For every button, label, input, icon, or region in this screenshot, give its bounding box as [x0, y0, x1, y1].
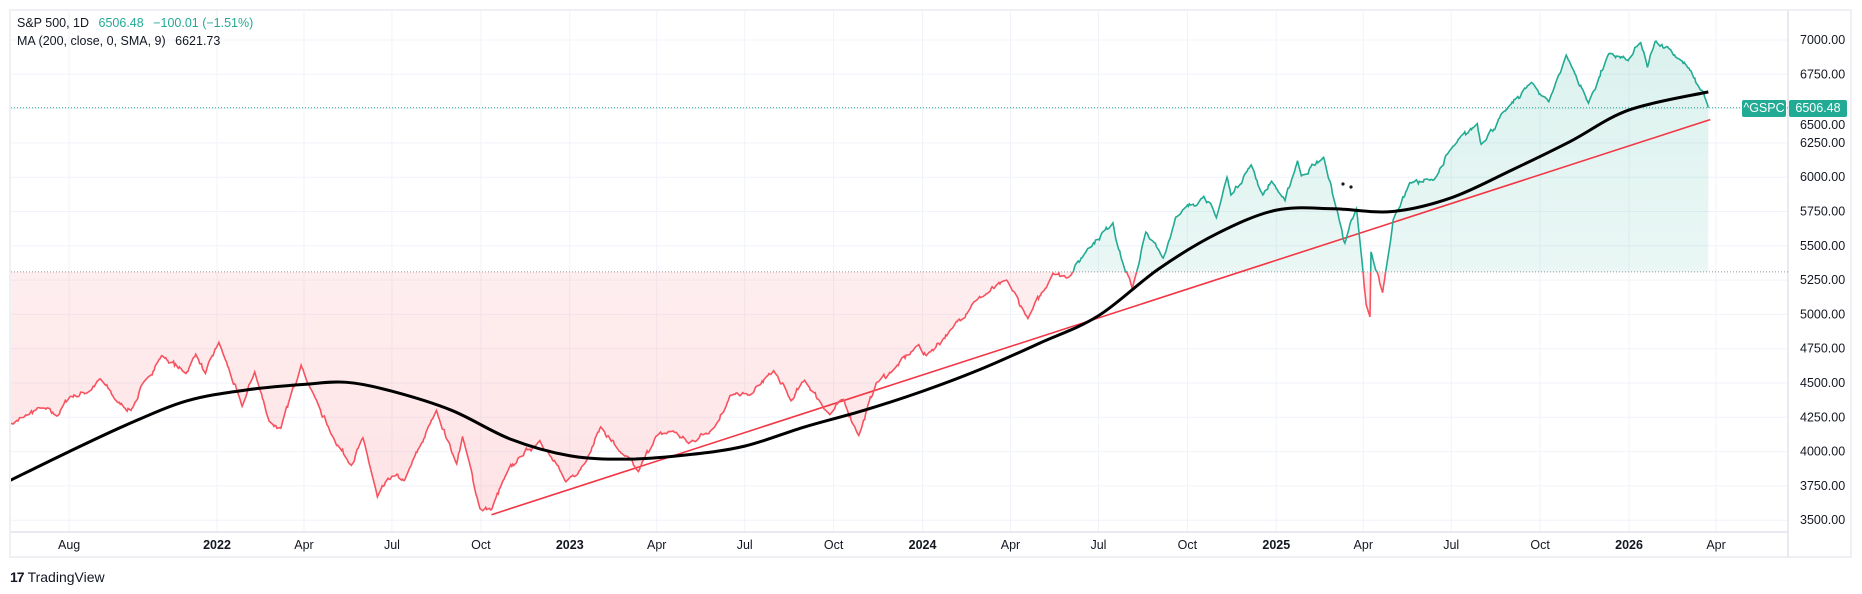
time-axis[interactable]: [11, 533, 1788, 557]
price-axis-label: 7000.00: [1800, 33, 1845, 47]
price-axis-label: 4500.00: [1800, 376, 1845, 390]
price-axis-label: 5500.00: [1800, 239, 1845, 253]
time-axis-label: 2025: [1262, 538, 1290, 552]
chart-frame: [9, 9, 1852, 558]
price-axis-label: 4250.00: [1800, 410, 1845, 424]
time-axis-label: Jul: [1090, 538, 1106, 552]
chart-marker-dot: [1341, 182, 1345, 186]
time-axis-label: 2022: [203, 538, 231, 552]
last-price-tag: 6506.48: [1789, 100, 1847, 117]
legend-symbol: S&P 500, 1D: [17, 16, 90, 30]
time-axis-label: 2024: [909, 538, 937, 552]
ma-200-line: [11, 90, 1709, 482]
price-axis-label: 6500.00: [1800, 118, 1845, 132]
price-axis-label: 5250.00: [1800, 273, 1845, 287]
legend-symbol-row: S&P 500, 1D 6506.48 −100.01 (−1.51%): [17, 16, 259, 30]
price-axis-label: 5750.00: [1800, 205, 1845, 219]
time-axis-label: Apr: [1354, 538, 1373, 552]
time-axis-label: Jul: [384, 538, 400, 552]
baseline-fill-below: [11, 271, 1386, 511]
time-axis-label: Jul: [737, 538, 753, 552]
tradingview-logo-icon: 17: [10, 569, 25, 585]
legend-ma-label: MA (200, close, 0, SMA, 9): [17, 34, 166, 48]
price-axis-label: 6750.00: [1800, 67, 1845, 81]
price-axis[interactable]: [1789, 11, 1851, 532]
tradingview-logo[interactable]: 17 TradingView: [10, 569, 105, 585]
time-axis-label: Oct: [471, 538, 491, 552]
price-axis-label: 5000.00: [1800, 307, 1845, 321]
time-axis-label: Jul: [1443, 538, 1459, 552]
time-axis-label: Apr: [1706, 538, 1725, 552]
price-axis-label: 6250.00: [1800, 136, 1845, 150]
time-axis-label: Apr: [294, 538, 313, 552]
legend-change: −100.01 (−1.51%): [153, 16, 254, 30]
time-axis-label: Apr: [647, 538, 666, 552]
price-axis-label: 4000.00: [1800, 445, 1845, 459]
time-axis-label: Oct: [1530, 538, 1550, 552]
chart-marker-dot: [1349, 185, 1353, 189]
tradingview-logo-text: TradingView: [27, 569, 105, 585]
price-line-above-baseline: [1058, 40, 1710, 272]
trend-line[interactable]: [491, 118, 1711, 516]
price-axis-label: 3500.00: [1800, 513, 1845, 527]
price-axis-label: 4750.00: [1800, 342, 1845, 356]
symbol-price-tag: ^GSPC: [1742, 100, 1786, 117]
time-axis-label: Oct: [824, 538, 844, 552]
time-axis-label: 2026: [1615, 538, 1643, 552]
price-axis-label: 3750.00: [1800, 479, 1845, 493]
legend-ma-row[interactable]: MA (200, close, 0, SMA, 9) 6621.73: [17, 34, 226, 48]
time-axis-label: 2023: [556, 538, 584, 552]
price-axis-label: 6000.00: [1800, 170, 1845, 184]
time-axis-label: Aug: [58, 538, 80, 552]
legend-ma-value: 6621.73: [175, 34, 221, 48]
time-axis-label: Oct: [1178, 538, 1198, 552]
time-axis-label: Apr: [1001, 538, 1020, 552]
baseline-fill-above: [11, 41, 1709, 272]
legend-last-price: 6506.48: [98, 16, 144, 30]
